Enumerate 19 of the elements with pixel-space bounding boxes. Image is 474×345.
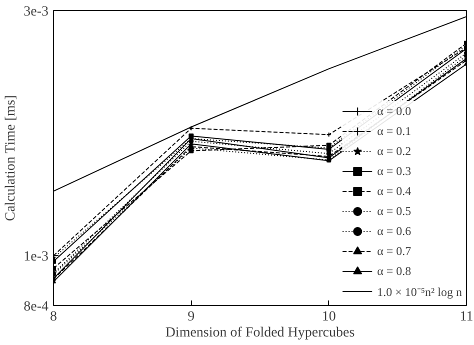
legend-label: α = 0.7	[377, 244, 412, 258]
legend-label: α = 0.6	[377, 224, 412, 238]
legend-label: α = 0.0	[377, 104, 412, 118]
legend-label: α = 0.1	[377, 124, 412, 138]
legend-label: α = 0.5	[377, 204, 412, 218]
legend-label: α = 0.2	[377, 144, 412, 158]
y-tick-label: 8e-4	[24, 300, 49, 314]
x-axis-title: Dimension of Folded Hypercubes	[165, 326, 355, 340]
legend-label: 1.0 × 10⁻⁵n² log n	[377, 284, 462, 300]
legend-label: α = 0.3	[377, 164, 412, 178]
x-tick-label: 10	[322, 310, 336, 324]
x-tick-label: 11	[460, 310, 474, 324]
y-axis-title: Calculation Time [ms]	[4, 95, 19, 222]
x-tick-label: 8	[50, 310, 57, 324]
y-tick-label: 3e-3	[24, 4, 49, 20]
x-tick-label: 9	[188, 310, 195, 324]
legend-label: α = 0.4	[377, 184, 412, 198]
y-tick-label: 1e-3	[24, 250, 49, 265]
legend-label: α = 0.8	[377, 264, 412, 278]
